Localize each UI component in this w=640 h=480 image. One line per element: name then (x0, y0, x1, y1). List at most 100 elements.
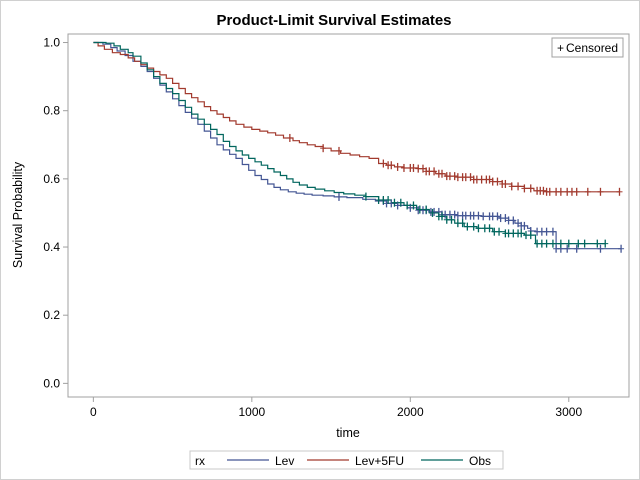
censor-mark (335, 146, 342, 155)
censor-mark (400, 163, 407, 172)
censor-mark (480, 212, 487, 221)
censor-mark (527, 231, 534, 240)
x-tick-label: 3000 (555, 405, 582, 419)
censor-mark (388, 199, 395, 208)
censor-mark (540, 186, 547, 195)
censor-mark (467, 173, 474, 182)
censor-mark (496, 227, 503, 236)
censor-mark (439, 169, 445, 178)
censor-mark (597, 187, 604, 196)
legend: rx Lev Lev+5FU Obs (189, 450, 504, 470)
censor-mark (581, 239, 588, 248)
x-axis: 0 1000 2000 3000 (90, 397, 582, 419)
censor-mark (448, 215, 455, 224)
censor-mark (410, 163, 417, 172)
legend-item: Obs (421, 454, 491, 468)
censor-symbol-icon: + (557, 41, 564, 55)
censor-mark (515, 182, 522, 191)
y-tick-label: 0.2 (43, 308, 60, 322)
censor-mark (380, 159, 387, 168)
censor-marks (286, 133, 625, 253)
censor-mark (451, 210, 458, 219)
y-axis: 0.0 0.2 0.4 0.6 0.8 1.0 (43, 36, 68, 390)
censor-mark (618, 244, 625, 253)
censor-mark (557, 239, 564, 248)
y-tick-label: 0.4 (43, 240, 60, 254)
censor-mark (594, 239, 601, 248)
censor-mark (439, 212, 445, 221)
censor-legend: + Censored (551, 37, 624, 58)
censor-mark (459, 219, 466, 228)
censor-mark (423, 205, 430, 214)
censor-mark (573, 244, 580, 253)
legend-item: Lev+5FU (307, 454, 404, 468)
censor-mark (546, 187, 553, 196)
censor-mark (502, 214, 509, 223)
censor-mark (429, 208, 436, 217)
y-tick-label: 0.6 (43, 172, 60, 186)
censor-mark (510, 216, 517, 225)
legend-label: Lev (275, 454, 294, 468)
legend-item: Lev (227, 454, 294, 468)
censor-mark (502, 179, 509, 188)
censor-mark (508, 182, 515, 191)
censor-mark (451, 172, 458, 181)
censor-mark (407, 203, 414, 212)
censor-mark (564, 244, 571, 253)
censor-mark (391, 198, 398, 207)
censor-mark (565, 239, 572, 248)
censor-mark (521, 184, 528, 193)
censor-mark (470, 222, 477, 231)
legend-title: rx (195, 454, 205, 468)
censor-mark (486, 224, 493, 233)
censor-mark (549, 227, 556, 236)
censor-mark (557, 187, 564, 196)
censor-mark (475, 224, 482, 233)
censor-legend-label: Censored (566, 41, 618, 55)
y-tick-label: 0.8 (43, 104, 60, 118)
x-tick-label: 2000 (397, 405, 424, 419)
censor-mark (515, 219, 522, 228)
censor-mark (362, 192, 369, 201)
censor-mark (431, 167, 438, 176)
censor-mark (388, 161, 395, 170)
chart-title: Product-Limit Survival Estimates (216, 12, 451, 29)
legend-label: Lev+5FU (355, 454, 404, 468)
censor-mark (335, 192, 342, 201)
censor-mark (486, 175, 493, 184)
y-tick-label: 1.0 (43, 36, 60, 50)
y-tick-label: 0.0 (43, 376, 60, 390)
x-tick-label: 1000 (238, 405, 265, 419)
censor-mark (602, 239, 609, 248)
censor-mark (573, 187, 580, 196)
censor-mark (464, 222, 471, 231)
censor-mark (394, 201, 401, 210)
censor-mark (584, 187, 591, 196)
x-axis-label: time (336, 426, 360, 440)
censor-mark (494, 177, 501, 186)
censor-mark (385, 195, 392, 204)
x-tick-label: 0 (90, 405, 97, 419)
censor-mark (543, 239, 550, 248)
censor-mark (494, 212, 501, 221)
censor-mark (549, 239, 556, 248)
censor-mark (394, 162, 401, 171)
censor-mark (320, 144, 327, 153)
plot-area (67, 33, 630, 398)
censor-mark (416, 205, 423, 214)
censor-mark (410, 201, 417, 210)
censor-mark (518, 229, 525, 238)
censor-mark (404, 201, 411, 210)
y-axis-label: Survival Probability (11, 161, 25, 268)
legend-label: Obs (469, 454, 491, 468)
censor-mark (616, 187, 623, 196)
censor-mark (286, 133, 293, 142)
censor-mark (521, 221, 528, 230)
censor-legend-box (551, 37, 624, 58)
censor-mark (475, 211, 482, 220)
censor-mark (419, 164, 426, 173)
censor-mark (597, 244, 604, 253)
censor-mark (575, 239, 582, 248)
censor-mark (543, 227, 550, 236)
